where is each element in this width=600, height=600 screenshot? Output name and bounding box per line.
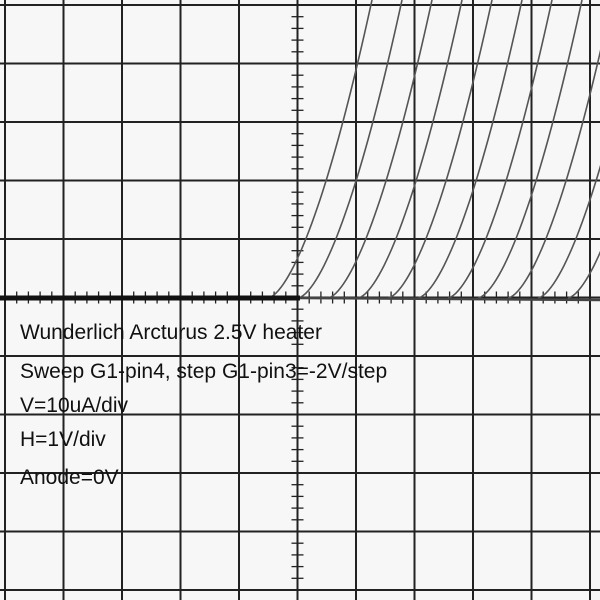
annotation: H=1V/div [20,428,106,451]
trace-curve [327,0,433,299]
annotation: V=10uA/div [20,394,128,417]
trace-curve [357,0,463,299]
annotation: Wunderlich Arcturus 2.5V heater [20,321,322,344]
trace-curve [567,250,600,299]
trace-curves [267,0,600,299]
trace-curve [507,49,600,299]
trace-curve [417,0,523,299]
trace-curve [477,0,583,299]
trace-curve [447,0,553,299]
annotation: Sweep G1-pin4, step G1-pin3=-2V/step [20,360,387,383]
baseline-trace [299,296,600,302]
annotation: Anode=0V [20,466,119,489]
trace-curve [387,0,493,299]
trace-curve [267,0,373,299]
trace-curve [297,0,403,299]
annotations: Wunderlich Arcturus 2.5V heater Sweep G1-… [20,321,387,489]
trace-curve [537,164,600,299]
